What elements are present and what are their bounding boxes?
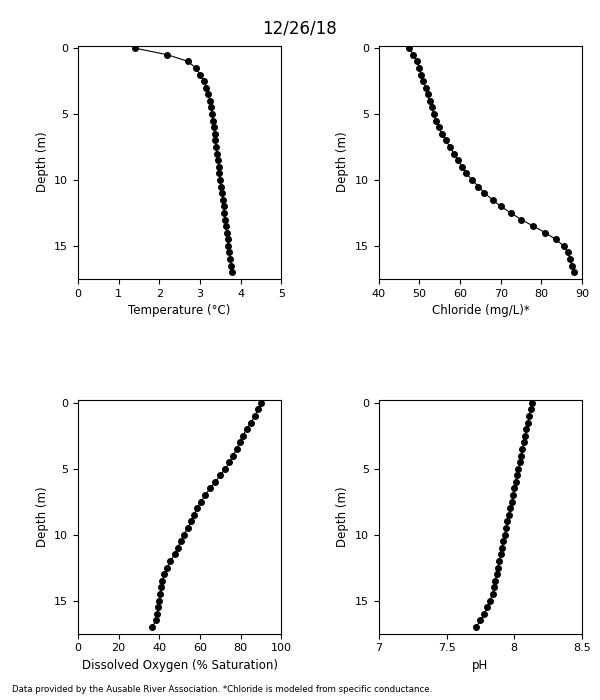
Y-axis label: Depth (m): Depth (m) [36, 486, 49, 547]
Text: 12/26/18: 12/26/18 [263, 20, 337, 38]
X-axis label: Temperature (°C): Temperature (°C) [128, 304, 231, 317]
Text: Data provided by the Ausable River Association. *Chloride is modeled from specif: Data provided by the Ausable River Assoc… [12, 685, 432, 694]
X-axis label: pH: pH [472, 659, 488, 672]
X-axis label: Chloride (mg/L)*: Chloride (mg/L)* [431, 304, 529, 317]
Y-axis label: Depth (m): Depth (m) [36, 132, 49, 192]
Y-axis label: Depth (m): Depth (m) [337, 486, 349, 547]
Y-axis label: Depth (m): Depth (m) [337, 132, 349, 192]
X-axis label: Dissolved Oxygen (% Saturation): Dissolved Oxygen (% Saturation) [82, 659, 278, 672]
